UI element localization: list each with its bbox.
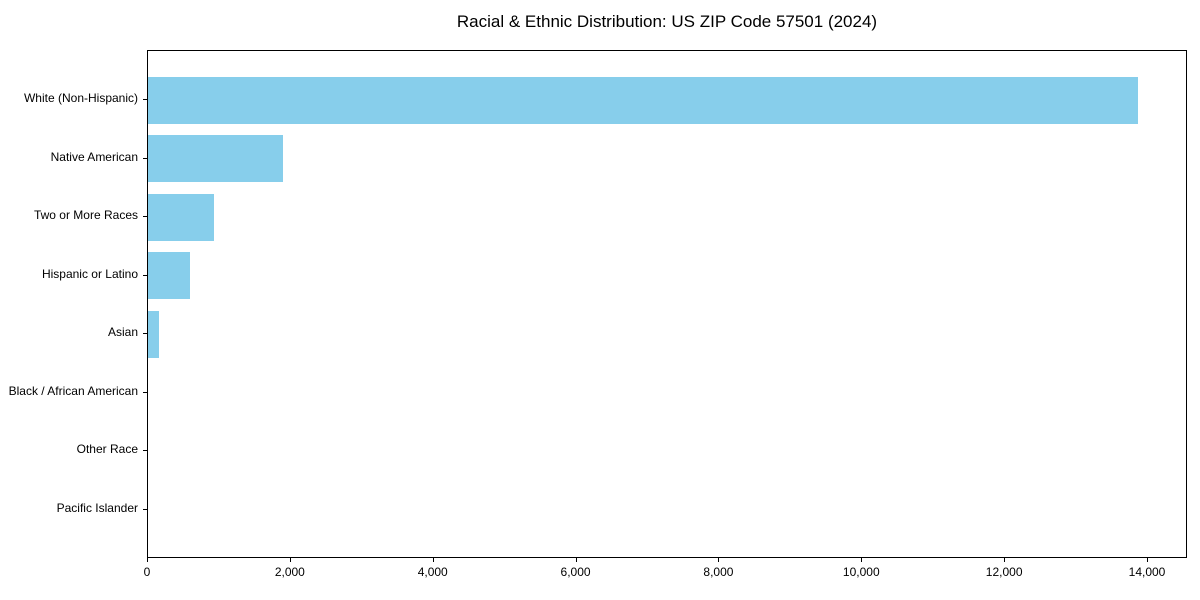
y-tick-mark	[143, 157, 147, 159]
y-tick-mark	[143, 216, 147, 218]
x-tick-mark	[1004, 558, 1006, 562]
y-tick-label-white-non-hispanic: White (Non-Hispanic)	[23, 91, 138, 106]
y-tick-mark	[143, 508, 147, 510]
bar-asian	[148, 310, 159, 358]
x-tick-label-0: 0	[143, 565, 151, 579]
y-tick-mark	[143, 274, 147, 276]
x-tick-mark	[861, 558, 863, 562]
y-tick-label-two-or-more-races: Two or More Races	[33, 208, 138, 223]
bar-white-non-hispanic	[148, 76, 1138, 124]
x-tick-label-2000: 2,000	[274, 565, 305, 579]
x-tick-label-8000: 8,000	[703, 565, 734, 579]
y-tick-label-other-race: Other Race	[76, 442, 138, 457]
x-tick-mark	[575, 558, 577, 562]
bar-two-or-more-races	[148, 193, 214, 241]
x-tick-mark	[147, 558, 148, 562]
y-tick-mark	[143, 450, 147, 452]
y-tick-mark	[143, 99, 147, 101]
x-tick-label-14000: 14,000	[1128, 565, 1166, 579]
x-tick-label-12000: 12,000	[985, 565, 1023, 579]
x-tick-label-10000: 10,000	[842, 565, 880, 579]
x-tick-label-4000: 4,000	[417, 565, 448, 579]
y-tick-label-asian: Asian	[107, 325, 138, 340]
x-tick-mark	[1147, 558, 1148, 562]
y-tick-label-hispanic-or-latino: Hispanic or Latino	[41, 266, 138, 281]
x-tick-mark	[432, 558, 434, 562]
x-tick-mark	[718, 558, 720, 562]
y-tick-label-pacific-islander: Pacific Islander	[56, 500, 138, 515]
chart-title: Racial & Ethnic Distribution: US ZIP Cod…	[456, 12, 878, 31]
x-tick-mark	[289, 558, 291, 562]
bar-hispanic-or-latino	[148, 252, 190, 300]
y-tick-mark	[143, 333, 147, 335]
x-tick-label-6000: 6,000	[560, 565, 591, 579]
plot-area	[147, 50, 1187, 558]
y-tick-label-black-african-american: Black / African American	[8, 383, 138, 398]
bar-native-american	[148, 135, 283, 183]
y-tick-mark	[143, 391, 147, 393]
y-tick-label-native-american: Native American	[50, 149, 138, 164]
